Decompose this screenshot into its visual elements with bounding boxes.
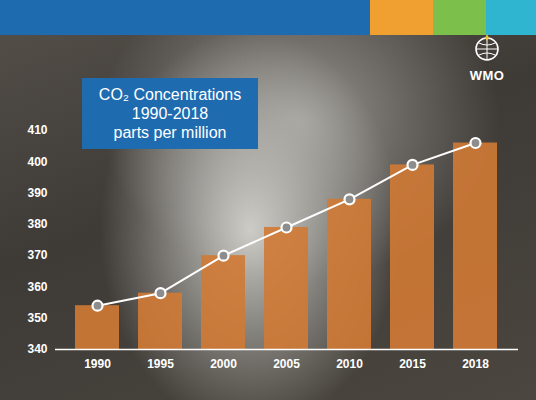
svg-text:360: 360 <box>27 280 47 294</box>
svg-text:340: 340 <box>27 342 47 356</box>
svg-text:410: 410 <box>27 123 47 137</box>
svg-text:2015: 2015 <box>399 357 426 371</box>
svg-text:390: 390 <box>27 186 47 200</box>
svg-text:1995: 1995 <box>147 357 174 371</box>
svg-text:400: 400 <box>27 155 47 169</box>
html-text:CO₂ Concentrations 1990-2018: CO₂ Concentrations 1990-2018 <box>98 86 242 122</box>
html-text:WMO: WMO <box>469 68 505 83</box>
svg-text:2000: 2000 <box>210 357 237 371</box>
svg-text:2010: 2010 <box>336 357 363 371</box>
svg-text:2018: 2018 <box>462 357 489 371</box>
svg-text:350: 350 <box>27 311 47 325</box>
html-text:parts per million: parts per million <box>113 124 227 141</box>
svg-text:370: 370 <box>27 248 47 262</box>
svg-text:380: 380 <box>27 217 47 231</box>
svg-text:1990: 1990 <box>84 357 111 371</box>
svg-text:2005: 2005 <box>273 357 300 371</box>
